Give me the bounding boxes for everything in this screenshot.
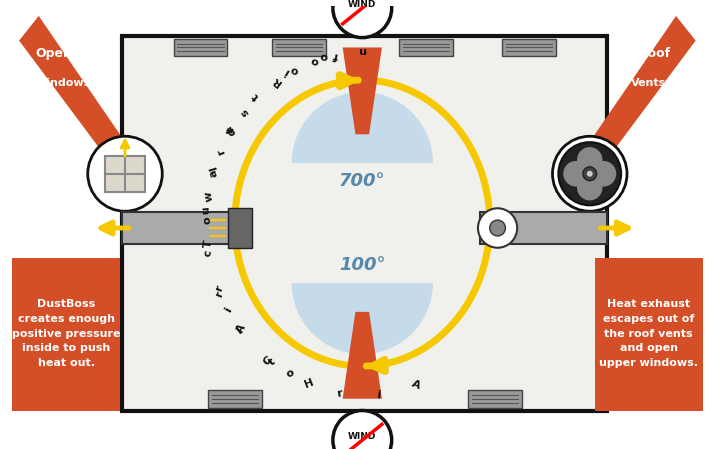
Bar — [228, 208, 253, 248]
Text: 700°: 700° — [339, 172, 386, 190]
Bar — [480, 212, 607, 244]
Bar — [399, 39, 453, 57]
Text: i: i — [234, 326, 245, 335]
Bar — [468, 390, 522, 408]
Text: Open: Open — [35, 47, 72, 60]
Text: c: c — [202, 249, 213, 257]
Text: DustBoss
creates enough
positive pressure
inside to push
heat out.: DustBoss creates enough positive pressur… — [12, 299, 121, 368]
Text: o: o — [319, 50, 329, 62]
Text: H: H — [303, 377, 315, 390]
Text: u: u — [201, 206, 211, 215]
Circle shape — [577, 175, 603, 200]
Text: r: r — [216, 147, 227, 156]
Text: d: d — [226, 125, 238, 137]
Text: o: o — [310, 55, 320, 66]
Text: a: a — [224, 123, 236, 135]
Text: r: r — [214, 284, 225, 293]
Bar — [122, 212, 249, 244]
Circle shape — [478, 208, 517, 248]
Bar — [105, 156, 145, 192]
Text: Roof: Roof — [638, 47, 670, 60]
Wedge shape — [292, 283, 433, 354]
Text: i: i — [224, 306, 234, 314]
Circle shape — [490, 220, 506, 236]
Text: r: r — [214, 290, 225, 299]
Circle shape — [333, 410, 392, 449]
Text: o: o — [284, 368, 295, 380]
Text: WIND: WIND — [348, 0, 376, 9]
Polygon shape — [578, 16, 696, 179]
Text: A: A — [234, 323, 248, 335]
Text: w: w — [204, 191, 215, 202]
Circle shape — [591, 161, 616, 187]
Bar — [173, 39, 227, 57]
Text: i: i — [376, 390, 381, 400]
Circle shape — [552, 136, 627, 211]
Text: Vents: Vents — [631, 78, 666, 88]
Text: s: s — [239, 106, 251, 118]
Bar — [12, 258, 120, 410]
Bar — [122, 35, 607, 410]
Bar — [272, 39, 325, 57]
Circle shape — [88, 136, 163, 211]
Bar — [208, 390, 262, 408]
Circle shape — [586, 171, 593, 177]
Text: f: f — [332, 49, 339, 60]
Text: i: i — [283, 66, 291, 77]
Text: A: A — [410, 379, 422, 392]
Text: r: r — [335, 388, 342, 399]
Text: t: t — [250, 91, 261, 102]
Text: o: o — [289, 63, 300, 75]
Polygon shape — [343, 48, 382, 134]
Bar — [595, 258, 702, 410]
Text: l: l — [208, 165, 219, 172]
Text: WIND: WIND — [348, 431, 376, 440]
Text: Windows: Windows — [35, 78, 92, 88]
Text: t: t — [266, 356, 277, 367]
Circle shape — [333, 0, 392, 38]
Circle shape — [583, 167, 596, 180]
Circle shape — [577, 147, 603, 173]
Text: Heat exhaust
escapes out of
the roof vents
and open
upper windows.: Heat exhaust escapes out of the roof ven… — [599, 299, 698, 368]
Bar — [502, 39, 556, 57]
Text: C: C — [261, 354, 274, 367]
Text: n: n — [359, 45, 366, 55]
Circle shape — [563, 161, 589, 187]
Text: 100°: 100° — [339, 256, 386, 274]
Text: o: o — [202, 216, 212, 224]
Circle shape — [558, 142, 621, 205]
Text: R: R — [270, 75, 283, 88]
Polygon shape — [343, 312, 382, 399]
Text: a: a — [208, 169, 220, 179]
Wedge shape — [292, 92, 433, 163]
Text: T: T — [203, 239, 214, 248]
Polygon shape — [19, 16, 137, 179]
